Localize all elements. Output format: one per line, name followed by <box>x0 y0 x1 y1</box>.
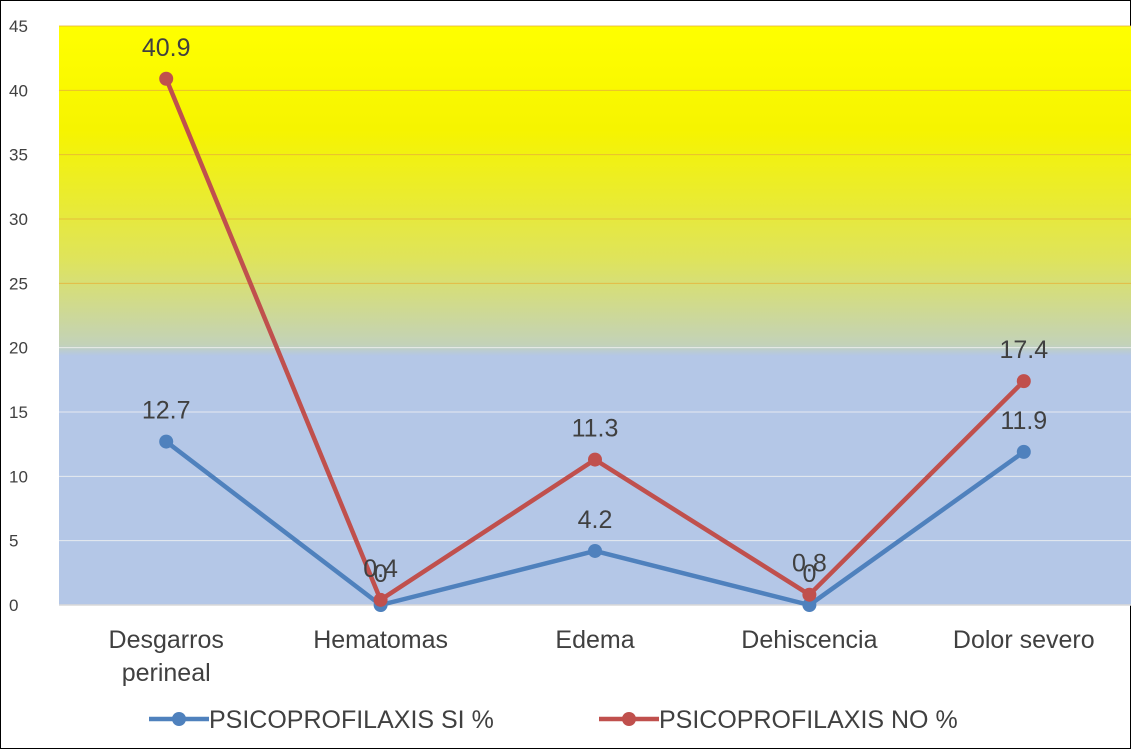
data-point <box>1016 444 1031 459</box>
x-tick-label: Dolor severo <box>953 626 1095 654</box>
y-tick-label: 15 <box>9 403 28 422</box>
y-tick-label: 0 <box>9 596 18 615</box>
data-label: 0.8 <box>792 550 827 578</box>
legend-label: PSICOPROFILAXIS SI % <box>209 706 494 734</box>
x-tick-label: Desgarros perineal <box>109 626 224 687</box>
y-tick-label: 10 <box>9 467 28 486</box>
y-tick-label: 45 <box>9 17 28 36</box>
data-label: 0 <box>802 560 816 588</box>
gridlines <box>59 25 1131 606</box>
y-tick-label: 5 <box>9 532 18 551</box>
data-label: 17.4 <box>999 336 1048 364</box>
data-label: 4.2 <box>578 506 613 534</box>
data-point <box>373 592 388 607</box>
data-label: 0 <box>374 560 388 588</box>
data-label: 11.9 <box>1000 407 1047 435</box>
data-label: 11.3 <box>572 415 619 443</box>
x-tick-label: Dehiscencia <box>741 626 877 654</box>
legend-marker <box>622 712 636 726</box>
data-point <box>159 434 174 449</box>
data-point <box>802 598 817 612</box>
x-tick-label: Hematomas <box>313 626 448 654</box>
data-point <box>802 587 817 602</box>
data-label: 40.9 <box>142 34 191 62</box>
series-lines <box>159 71 1031 612</box>
data-labels: 12.7 0 4.2 0 11.9 40.9 0.4 11.3 0.8 17.4 <box>142 34 1048 588</box>
data-point <box>159 71 174 86</box>
data-label: 0.4 <box>363 555 398 583</box>
y-axis: 0 5 10 15 20 25 30 35 40 45 <box>9 17 28 615</box>
legend-marker <box>172 712 186 726</box>
y-tick-label: 20 <box>9 339 28 358</box>
data-label: 12.7 <box>142 397 191 425</box>
legend-label: PSICOPROFILAXIS NO % <box>659 706 958 734</box>
x-axis: Desgarros perineal Hematomas Edema Dehiscenc… <box>109 626 1095 687</box>
y-tick-label: 25 <box>9 274 28 293</box>
legend: PSICOPROFILAXIS SI % PSICOPROFILAXIS NO % <box>149 706 958 734</box>
data-point <box>588 543 602 558</box>
data-point <box>1016 374 1031 389</box>
data-point <box>588 452 602 467</box>
plot-area-background <box>59 26 1131 605</box>
y-tick-label: 40 <box>9 81 28 100</box>
y-tick-label: 35 <box>9 146 28 165</box>
x-tick-label: Edema <box>555 626 634 654</box>
y-tick-label: 30 <box>9 210 28 229</box>
